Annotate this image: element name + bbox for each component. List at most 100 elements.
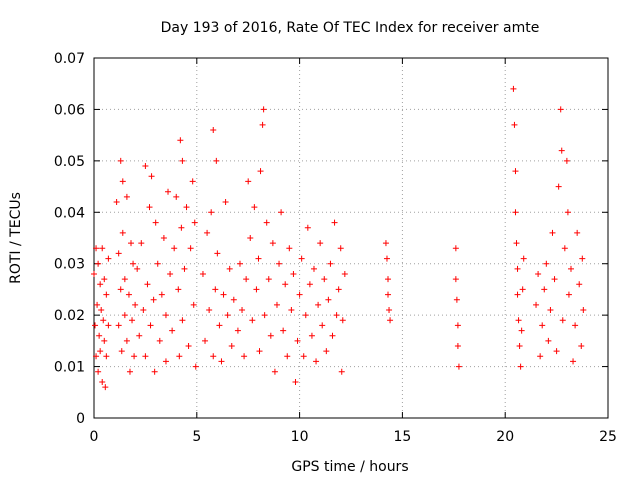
data-point: [267, 332, 274, 339]
data-point: [243, 276, 250, 283]
data-point: [255, 255, 262, 262]
data-point: [123, 337, 130, 344]
data-point: [178, 224, 185, 231]
data-point: [128, 240, 135, 247]
y-tick-label: 0.01: [54, 360, 85, 376]
data-point: [261, 312, 268, 319]
data-point: [306, 281, 313, 288]
data-point: [271, 368, 278, 375]
data-point: [260, 106, 267, 113]
data-point: [230, 296, 237, 303]
x-tick-label: 25: [599, 429, 617, 445]
data-point: [224, 312, 231, 319]
data-point: [574, 229, 581, 236]
data-point: [148, 173, 155, 180]
data-point: [313, 358, 320, 365]
data-point: [537, 353, 544, 360]
data-point: [302, 312, 309, 319]
data-point: [385, 291, 392, 298]
data-point: [118, 348, 125, 355]
data-point: [557, 106, 564, 113]
data-point: [333, 312, 340, 319]
data-point: [204, 229, 211, 236]
data-point: [249, 317, 256, 324]
data-point: [549, 229, 556, 236]
data-point: [572, 322, 579, 329]
data-point: [515, 317, 522, 324]
y-tick-label: 0.04: [54, 205, 85, 221]
data-point: [567, 265, 574, 272]
data-point: [245, 178, 252, 185]
data-point: [169, 327, 176, 334]
data-point: [565, 291, 572, 298]
data-point: [563, 157, 570, 164]
data-point: [179, 157, 186, 164]
data-point: [288, 307, 295, 313]
data-point: [216, 322, 223, 329]
grid: [93, 57, 609, 419]
data-point: [251, 204, 258, 211]
data-point: [92, 322, 99, 329]
data-point: [294, 337, 301, 344]
data-point: [136, 332, 143, 339]
y-tick-label: 0.07: [54, 51, 85, 67]
data-point: [304, 224, 311, 231]
data-point: [187, 245, 194, 252]
data-point: [263, 219, 270, 226]
data-point: [154, 260, 161, 267]
data-point: [214, 250, 221, 257]
data-point: [564, 209, 571, 216]
data-point: [175, 286, 182, 293]
data-points: [91, 85, 587, 391]
data-point: [385, 276, 392, 283]
data-point: [115, 250, 122, 257]
data-point: [101, 276, 108, 283]
data-point: [134, 265, 141, 272]
y-tick-label: 0.02: [54, 308, 85, 324]
data-point: [228, 343, 235, 349]
data-point: [97, 281, 104, 288]
data-point: [310, 265, 317, 272]
data-point: [273, 301, 280, 308]
data-point: [558, 147, 565, 154]
data-point: [160, 235, 167, 241]
data-point: [580, 307, 587, 313]
data-point: [126, 368, 133, 375]
data-point: [555, 183, 562, 190]
data-point: [253, 286, 260, 293]
data-point: [113, 199, 120, 205]
data-point: [510, 85, 517, 92]
data-point: [241, 353, 248, 360]
x-tick-label: 15: [393, 429, 411, 445]
data-point: [298, 255, 305, 262]
data-point: [121, 312, 128, 319]
data-point: [452, 276, 459, 283]
data-point: [452, 245, 459, 252]
data-point: [323, 348, 330, 355]
data-point: [236, 260, 243, 267]
data-point: [570, 358, 577, 365]
data-point: [319, 322, 326, 329]
data-point: [190, 301, 197, 308]
data-point: [152, 219, 159, 226]
data-point: [140, 307, 147, 313]
data-point: [213, 157, 220, 164]
data-point: [156, 337, 163, 344]
data-point: [547, 307, 554, 313]
data-point: [183, 204, 190, 211]
data-point: [337, 245, 344, 252]
data-point: [276, 260, 283, 267]
data-point: [553, 348, 560, 355]
data-point: [454, 322, 461, 329]
data-point: [514, 291, 521, 298]
data-point: [516, 343, 523, 349]
data-point: [206, 307, 213, 313]
data-point: [165, 188, 172, 195]
data-point: [278, 209, 285, 216]
data-point: [387, 317, 394, 324]
data-point: [144, 281, 151, 288]
data-point: [517, 363, 524, 370]
data-point: [181, 265, 188, 272]
data-point: [99, 245, 106, 252]
data-point: [579, 255, 586, 262]
